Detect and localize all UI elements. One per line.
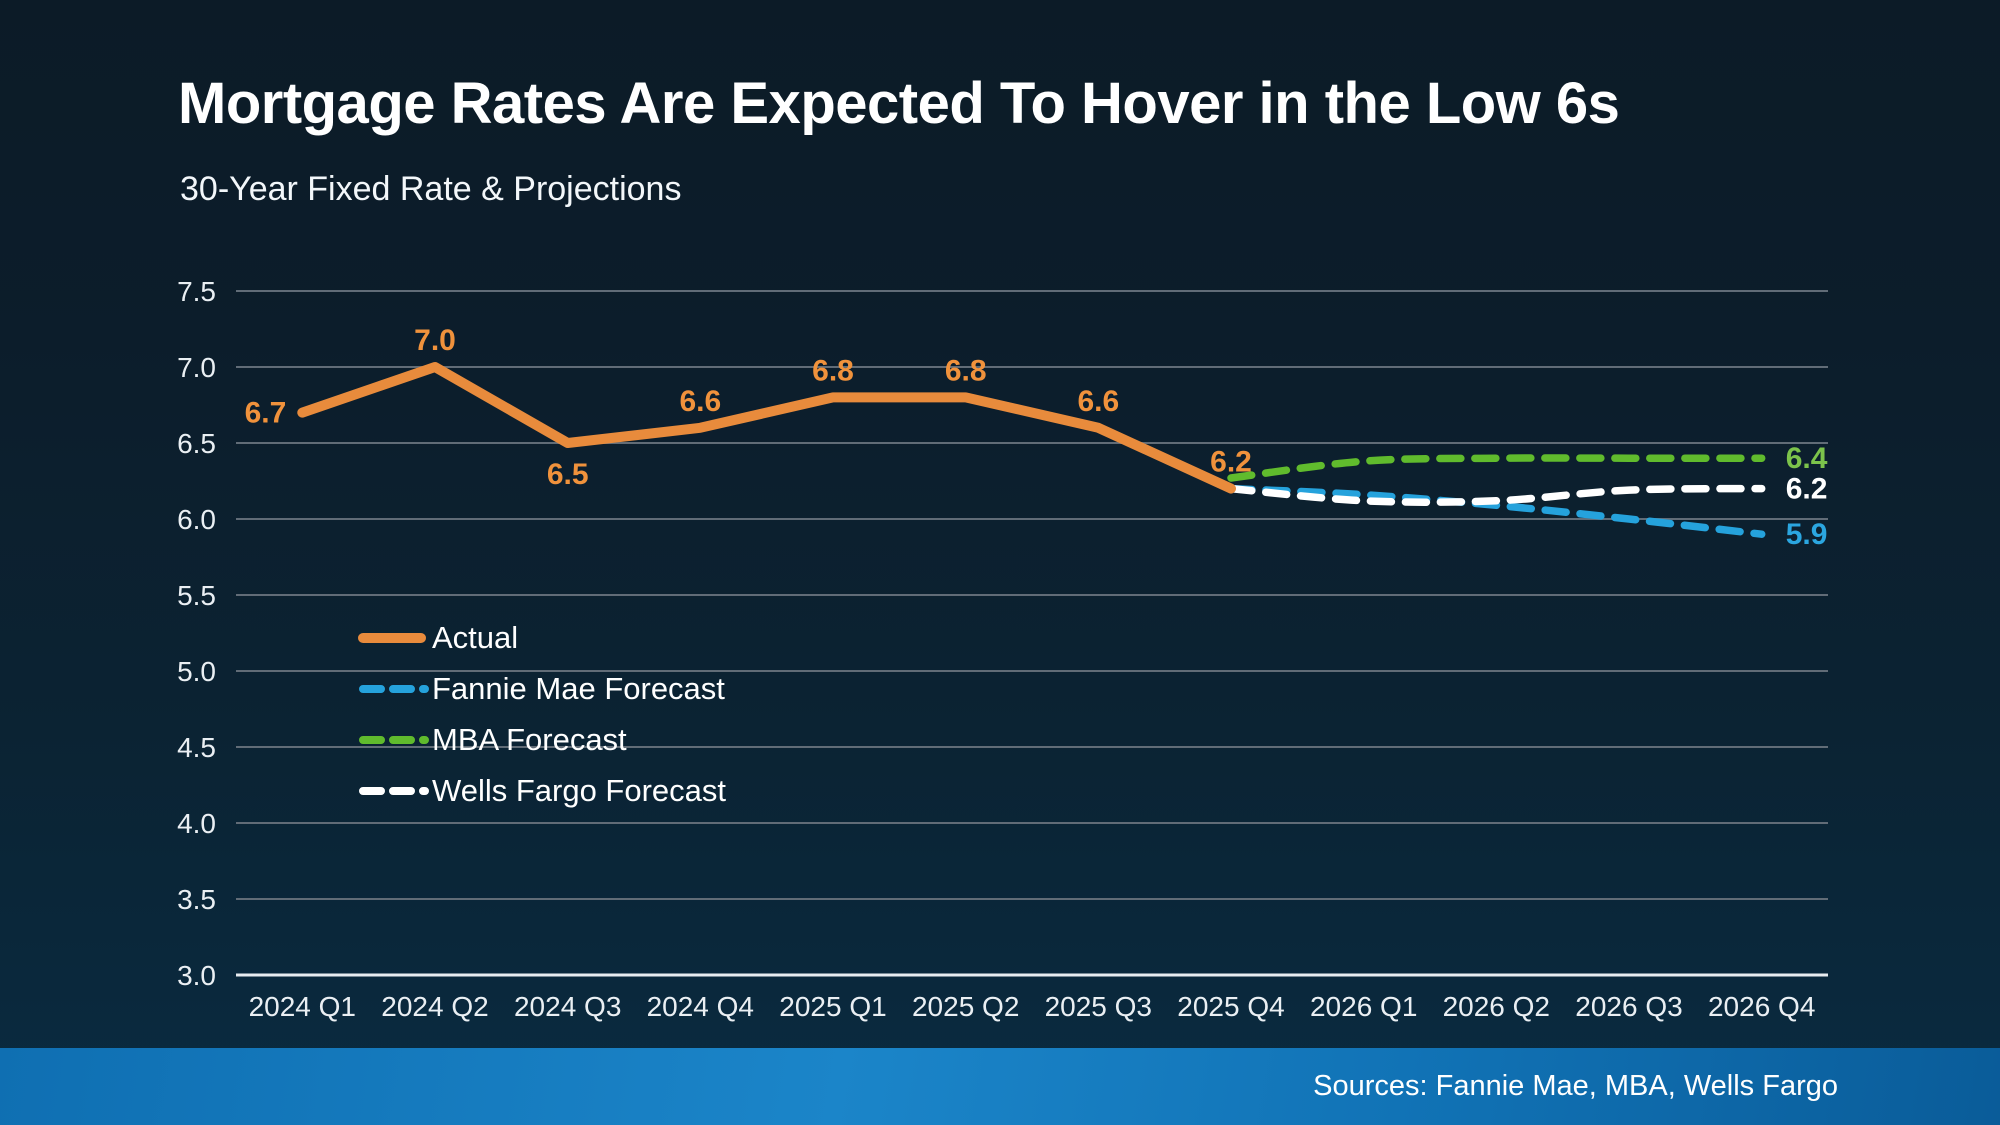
series-end-label: 5.9 — [1786, 518, 1828, 551]
legend-label: MBA Forecast — [432, 721, 627, 757]
x-tick-label: 2025 Q1 — [779, 991, 886, 1022]
x-tick-label: 2025 Q3 — [1045, 991, 1152, 1022]
legend-dashed-line-icon — [359, 786, 429, 795]
data-label: 6.8 — [945, 354, 987, 387]
chart-title: Mortgage Rates Are Expected To Hover in … — [178, 71, 1620, 136]
x-tick-label: 2026 Q1 — [1310, 991, 1417, 1022]
data-label: 6.2 — [1210, 446, 1252, 479]
legend-label: Actual — [432, 619, 519, 655]
legend-dashed-line-icon — [359, 684, 429, 693]
y-tick-label: 4.5 — [177, 732, 216, 763]
series-line-mba-forecast — [1227, 454, 1766, 482]
data-label: 6.5 — [547, 458, 589, 491]
x-tick-label: 2026 Q4 — [1708, 991, 1815, 1022]
source-bar: Sources: Fannie Mae, MBA, Wells Fargo — [0, 1048, 2000, 1125]
y-tick-label: 6.5 — [177, 428, 216, 459]
data-label: 6.6 — [1077, 385, 1119, 418]
y-tick-label: 4.0 — [177, 808, 216, 839]
legend-label: Fannie Mae Forecast — [432, 670, 725, 706]
series-end-label: 6.4 — [1786, 442, 1828, 475]
legend-item-wells-fargo-forecast: Wells Fargo Forecast — [357, 765, 726, 816]
y-tick-label: 5.5 — [177, 580, 216, 611]
sources-text: Sources: Fannie Mae, MBA, Wells Fargo — [1313, 1070, 1838, 1102]
y-tick-label: 3.5 — [177, 884, 216, 915]
x-tick-label: 2024 Q4 — [647, 991, 754, 1022]
data-label: 6.6 — [679, 385, 721, 418]
legend-item-actual: Actual — [357, 612, 726, 663]
series-end-label: 6.2 — [1786, 473, 1828, 506]
legend-item-fannie-mae-forecast: Fannie Mae Forecast — [357, 663, 726, 714]
legend-label: Wells Fargo Forecast — [432, 772, 727, 808]
data-label: 7.0 — [414, 324, 456, 357]
series-line-actual — [297, 362, 1236, 494]
x-tick-label: 2026 Q2 — [1443, 991, 1550, 1022]
chart-legend: Actual Fannie Mae Forecast MBA Forecast Wel… — [357, 612, 726, 816]
y-tick-label: 7.0 — [177, 352, 216, 383]
x-tick-label: 2025 Q2 — [912, 991, 1019, 1022]
x-tick-label: 2024 Q1 — [249, 991, 356, 1022]
x-tick-label: 2024 Q3 — [514, 991, 621, 1022]
legend-solid-line-icon — [358, 632, 426, 643]
chart-subtitle: 30-Year Fixed Rate & Projections — [180, 170, 682, 208]
legend-item-mba-forecast: MBA Forecast — [357, 714, 726, 765]
legend-dashed-line-icon — [359, 735, 429, 744]
data-label: 6.8 — [812, 354, 854, 387]
data-label: 6.7 — [245, 397, 287, 430]
x-tick-label: 2026 Q3 — [1575, 991, 1682, 1022]
series-line-fannie-mae-forecast — [1227, 484, 1766, 538]
y-tick-label: 3.0 — [177, 960, 216, 991]
y-tick-label: 5.0 — [177, 656, 216, 687]
x-tick-label: 2024 Q2 — [381, 991, 488, 1022]
y-tick-label: 7.5 — [177, 276, 216, 307]
x-tick-label: 2025 Q4 — [1177, 991, 1284, 1022]
series-line-wells-fargo-forecast — [1227, 484, 1766, 506]
y-tick-label: 6.0 — [177, 504, 216, 535]
